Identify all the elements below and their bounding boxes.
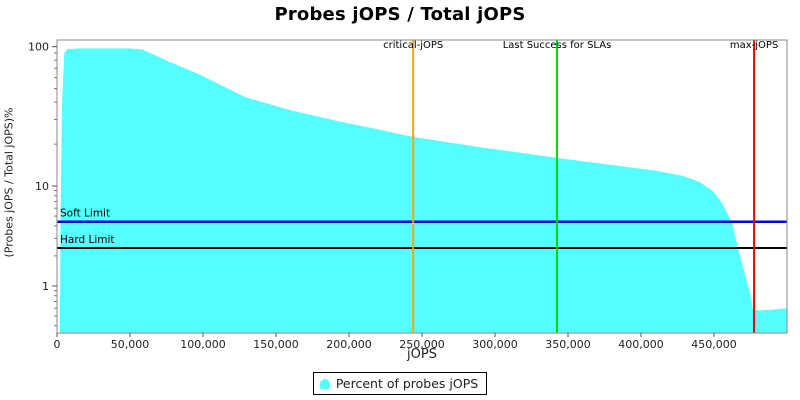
hline-label-soft-limit: Soft Limit (60, 208, 110, 220)
vline-label-max-jops: max-jOPS (730, 40, 778, 51)
hline-label-hard-limit: Hard Limit (60, 234, 115, 246)
x-tick-label: 150,000 (253, 338, 299, 351)
y-tick-label: 10 (35, 180, 49, 193)
legend-box: Percent of probes jOPS (312, 372, 488, 395)
y-tick-label: 100 (28, 41, 49, 54)
x-tick-label: 300,000 (472, 338, 518, 351)
x-tick-label: 450,000 (691, 338, 737, 351)
x-tick-label: 250,000 (399, 338, 445, 351)
x-tick-label: 50,000 (111, 338, 150, 351)
area-series (59, 48, 787, 333)
legend: Percent of probes jOPS (0, 372, 800, 395)
x-axis-title: jOPS (407, 347, 437, 362)
x-tick-label: 0 (54, 338, 61, 351)
x-tick-label: 400,000 (618, 338, 664, 351)
x-tick-label: 100,000 (180, 338, 226, 351)
chart-title: Probes jOPS / Total jOPS (274, 4, 526, 25)
x-tick-label: 200,000 (326, 338, 372, 351)
plot-area: Soft Limit Hard Limit critical-jOPS Last Su… (28, 39, 788, 351)
y-axis-title: (Probes jOPS / Total jOPS)% (2, 107, 16, 258)
legend-marker-icon (319, 378, 330, 389)
legend-label: Percent of probes jOPS (335, 376, 479, 391)
x-tick-label: 350,000 (545, 338, 591, 351)
vline-label-last-success-for-slas: Last Success for SLAs (503, 40, 612, 51)
vline-label-critical-jops: critical-jOPS (383, 40, 443, 51)
y-tick-label: 1 (42, 280, 49, 293)
